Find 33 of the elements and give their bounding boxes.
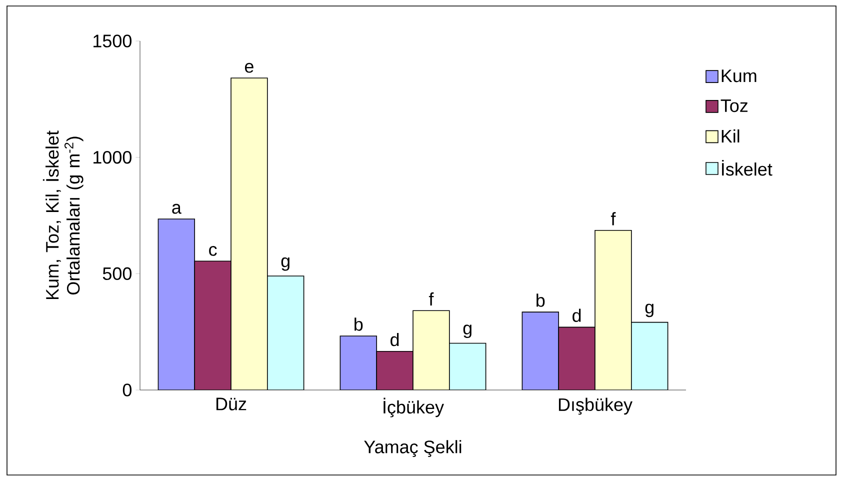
bar [594, 230, 632, 390]
y-tick-label: 1500 [94, 34, 132, 48]
bar [340, 336, 378, 390]
bar [412, 310, 450, 390]
x-tick-label: İçbükey [384, 398, 444, 418]
legend-label: İskelet [722, 160, 772, 176]
bar [230, 78, 268, 390]
data-label: c [209, 246, 217, 256]
bar [194, 260, 232, 390]
x-tick-label: Düz [216, 398, 246, 410]
data-label: e [244, 62, 254, 73]
data-label: b [354, 318, 363, 331]
bar [158, 218, 196, 390]
legend-label: Kum [722, 70, 756, 82]
data-label: a [172, 204, 182, 214]
data-label: d [390, 332, 399, 346]
y-tick-label: 500 [102, 267, 132, 280]
legend-label: Kil [722, 129, 740, 142]
bar [558, 326, 596, 390]
data-label: d [572, 308, 581, 322]
y-tick-label: 0 [122, 384, 132, 396]
data-label: f [428, 292, 434, 306]
x-axis-title: Yamaç Şekli [364, 440, 462, 457]
x-tick-label: Dışbükey [558, 398, 632, 415]
data-label: g [463, 324, 472, 338]
bar [376, 350, 414, 390]
y-tick-label: 1000 [94, 150, 132, 164]
data-label: g [281, 257, 290, 271]
data-label: g [645, 304, 654, 318]
data-label: f [610, 212, 616, 226]
bar [522, 312, 560, 390]
legend-label: Toz [720, 100, 748, 112]
data-label: b [536, 294, 545, 307]
